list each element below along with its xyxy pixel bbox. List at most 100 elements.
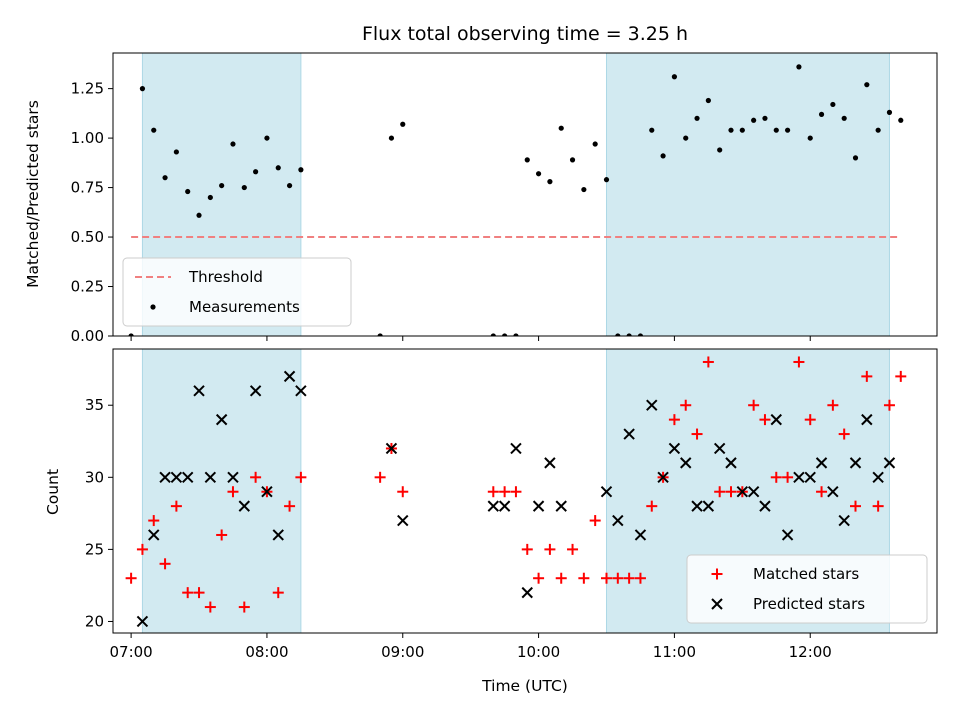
bottom-series-1-point-40-b bbox=[781, 529, 794, 541]
bottom-series-1-point-13 bbox=[283, 370, 296, 383]
top-legend-box bbox=[122, 257, 352, 327]
bottom-series-1-point-8 bbox=[227, 471, 239, 484]
bottom-series-0-point-38 bbox=[702, 356, 714, 368]
x-tick-label-1: 08:00 bbox=[245, 643, 288, 661]
bottom-series-0-point-43 bbox=[759, 414, 771, 426]
top-legend-swatch-0 bbox=[150, 304, 156, 310]
bottom-series-0-point-4 bbox=[170, 500, 182, 512]
bottom-series-1-point-20 bbox=[521, 586, 533, 599]
bottom-series-1-point-0 bbox=[136, 615, 149, 628]
bottom-series-1-point-45-b bbox=[838, 514, 850, 527]
top-series-0-point-41 bbox=[739, 127, 745, 133]
bottom-series-0-point-16 bbox=[374, 471, 386, 483]
bottom-series-1-point-4-b bbox=[181, 471, 194, 484]
top-series-0-point-36 bbox=[683, 135, 689, 141]
bottom-series-0-point-14 bbox=[284, 500, 296, 512]
bottom-series-1-point-11-b bbox=[261, 486, 273, 498]
bottom-series-1-point-32-b bbox=[691, 500, 703, 512]
top-series-0-point-10 bbox=[241, 184, 247, 191]
chart-title: Flux total observing time = 3.25 h bbox=[362, 23, 688, 45]
bottom-series-1-point-44-b bbox=[827, 486, 839, 498]
bottom-series-1-point-27-b bbox=[634, 529, 647, 541]
bottom-series-0-point-13 bbox=[272, 587, 284, 599]
bottom-series-0-point-54 bbox=[883, 399, 895, 411]
bottom-series-1-point-11 bbox=[261, 486, 273, 498]
top-axes-frame bbox=[112, 52, 938, 337]
bottom-series-1-point-36-b bbox=[736, 486, 749, 498]
bottom-series-1-point-14 bbox=[295, 385, 307, 397]
bottom-series-0-point-20 bbox=[499, 486, 511, 498]
bottom-series-1-point-15 bbox=[385, 442, 398, 455]
bottom-series-1-point-26 bbox=[623, 428, 635, 440]
bottom-series-0-point-32 bbox=[634, 572, 646, 584]
bottom-series-1-point-46-b bbox=[849, 457, 862, 469]
bottom-series-0-point-2 bbox=[148, 515, 160, 527]
bottom-legend-swatch-1 bbox=[711, 598, 723, 610]
top-legend: Threshold Measurements bbox=[122, 257, 352, 327]
bottom-series-0-point-15 bbox=[295, 471, 307, 483]
bottom-y-tick-label-2: 30 bbox=[85, 468, 104, 486]
bottom-series-0-point-49 bbox=[827, 399, 839, 411]
top-series-0-point-34 bbox=[660, 153, 666, 159]
top-series-0-point-35 bbox=[671, 74, 678, 80]
bottom-series-0-point-30 bbox=[612, 572, 624, 584]
bottom-series-0-point-5 bbox=[182, 587, 194, 599]
bottom-series-0-point-50 bbox=[838, 428, 850, 440]
top-series-0-point-18 bbox=[400, 121, 406, 127]
bottom-series-0-point-25 bbox=[555, 572, 567, 584]
bottom-series-0-point-7 bbox=[204, 601, 216, 613]
x-axis-title: Time (UTC) bbox=[481, 677, 568, 695]
top-series-0-point-27 bbox=[581, 186, 587, 193]
top-plot-area bbox=[128, 64, 904, 336]
top-series-0-point-22 bbox=[524, 157, 530, 163]
bottom-series-1-point-43-b bbox=[815, 457, 828, 469]
top-series-0-point-29 bbox=[603, 177, 610, 183]
bottom-series-1-point-42-b bbox=[804, 471, 816, 484]
bottom-series-0-point-19 bbox=[487, 486, 499, 498]
bottom-series-1-point-49-b bbox=[883, 457, 896, 469]
bottom-series-1-point-5 bbox=[193, 385, 205, 397]
bottom-series-1-point-48-b bbox=[872, 471, 884, 484]
bottom-series-1-point-25 bbox=[612, 514, 624, 527]
bottom-legend-box bbox=[686, 554, 928, 624]
bottom-series-0-point-1 bbox=[136, 543, 148, 555]
top-series-0-point-13 bbox=[275, 165, 281, 171]
top-series-0-point-37 bbox=[694, 115, 700, 121]
bottom-legend-swatch-0 bbox=[711, 568, 723, 580]
bottom-series-1-point-22 bbox=[544, 457, 556, 469]
bottom-series-0-point-39 bbox=[714, 486, 726, 498]
bottom-series-1-point-37 bbox=[747, 486, 760, 498]
bottom-series-0-point-21 bbox=[510, 486, 522, 498]
top-series-0-point-43 bbox=[762, 115, 768, 121]
top-series-0-point-25 bbox=[558, 125, 564, 131]
bottom-series-1-point-31 bbox=[680, 457, 692, 469]
bottom-y-tick-label-3: 35 bbox=[85, 396, 104, 414]
top-series-0-point-47 bbox=[807, 135, 813, 141]
bottom-series-1-point-9 bbox=[238, 500, 251, 512]
top-y-axis-title: Matched/Predicted stars bbox=[24, 100, 42, 288]
bottom-series-1-point-18-b bbox=[498, 500, 511, 512]
bottom-series-1-point-34 bbox=[713, 442, 726, 455]
bottom-series-1-point-7 bbox=[215, 413, 228, 426]
bottom-series-1-point-20-b bbox=[521, 586, 533, 599]
top-legend-label-0: Measurements bbox=[189, 298, 300, 316]
bottom-series-1-point-23-b bbox=[555, 500, 567, 512]
bottom-series-1-point-31-b bbox=[680, 457, 692, 469]
bottom-plot-area bbox=[125, 356, 907, 628]
bottom-series-1-point-0-b bbox=[136, 615, 149, 628]
bottom-y-axis-title: Count bbox=[44, 469, 62, 515]
bottom-series-1-point-6 bbox=[204, 471, 217, 484]
top-series-0-point-31 bbox=[626, 333, 632, 336]
x-tick-label-5: 12:00 bbox=[789, 643, 832, 661]
bottom-series-1-point-38 bbox=[759, 500, 771, 512]
top-y-tick-label-4: 1.00 bbox=[71, 129, 104, 147]
top-series-0-point-15 bbox=[298, 167, 304, 173]
bottom-series-1-point-18 bbox=[498, 500, 511, 512]
bottom-series-1-point-21 bbox=[532, 500, 545, 512]
bottom-series-0-point-48 bbox=[816, 486, 828, 498]
top-series-0-point-7 bbox=[207, 194, 213, 201]
bottom-series-0-point-47 bbox=[804, 414, 816, 426]
bottom-series-1-point-15-b bbox=[385, 442, 398, 455]
top-series-0-point-55 bbox=[898, 117, 904, 123]
top-series-0-point-40 bbox=[728, 127, 734, 133]
